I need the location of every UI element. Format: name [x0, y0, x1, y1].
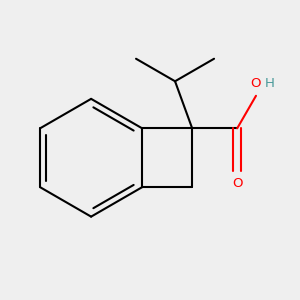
Text: O: O [232, 177, 242, 190]
Text: O: O [250, 76, 260, 90]
Text: H: H [265, 76, 275, 90]
